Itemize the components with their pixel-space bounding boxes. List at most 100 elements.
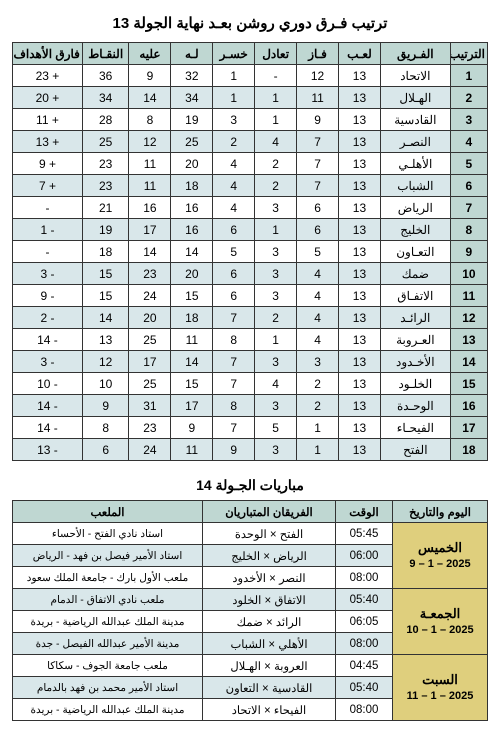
standings-row: 18الفتح1313911246- 13: [13, 439, 488, 461]
fixtures-table: اليوم والتاريخالوقتالفريقان المتباريانال…: [12, 500, 488, 721]
fixture-time: 08:00: [336, 567, 393, 589]
standings-row: 6الشباب13724181123+ 7: [13, 175, 488, 197]
fixture-venue: ملعب نادي الاتفاق - الدمام: [13, 589, 203, 611]
stat-cell: 13: [339, 131, 381, 153]
stat-cell: + 9: [13, 153, 83, 175]
standings-header-against: عليه: [129, 43, 171, 65]
stat-cell: 17: [129, 351, 171, 373]
team-cell: الشباب: [380, 175, 450, 197]
stat-cell: 13: [339, 197, 381, 219]
fixture-match: القادسية × التعاون: [203, 677, 336, 699]
stat-cell: 4: [213, 175, 255, 197]
stat-cell: 3: [255, 263, 297, 285]
fixture-venue: مدينة الملك عبدالله الرياضية - بريدة: [13, 699, 203, 721]
stat-cell: 14: [129, 87, 171, 109]
stat-cell: 23: [129, 417, 171, 439]
standings-row: 1الاتحاد1312-132936+ 23: [13, 65, 488, 87]
fixtures-header-venue: الملعب: [13, 501, 203, 523]
stat-cell: 4: [297, 307, 339, 329]
stat-cell: 19: [171, 109, 213, 131]
stat-cell: 11: [171, 329, 213, 351]
stat-cell: 1: [297, 439, 339, 461]
fixture-time: 08:00: [336, 633, 393, 655]
stat-cell: 3: [213, 109, 255, 131]
team-cell: الفيحـاء: [380, 417, 450, 439]
rank-cell: 10: [450, 263, 487, 285]
stat-cell: 23: [129, 263, 171, 285]
stat-cell: 9: [171, 417, 213, 439]
stat-cell: + 11: [13, 109, 83, 131]
stat-cell: 20: [129, 307, 171, 329]
fixture-day-cell: الخميس9 – 1 – 2025: [393, 523, 488, 589]
stat-cell: 4: [297, 329, 339, 351]
stat-cell: 1: [213, 65, 255, 87]
stat-cell: 16: [129, 197, 171, 219]
team-cell: الاتفـاق: [380, 285, 450, 307]
rank-cell: 2: [450, 87, 487, 109]
fixture-time: 06:05: [336, 611, 393, 633]
stat-cell: 19: [82, 219, 129, 241]
stat-cell: 6: [82, 439, 129, 461]
stat-cell: 15: [82, 263, 129, 285]
stat-cell: - 13: [13, 439, 83, 461]
fixture-match: الفيحاء × الاتحاد: [203, 699, 336, 721]
standings-row: 3القادسية1391319828+ 11: [13, 109, 488, 131]
stat-cell: 3: [255, 197, 297, 219]
fixtures-title: مباريات الجـولة 14: [12, 477, 488, 494]
stat-cell: 13: [339, 175, 381, 197]
stat-cell: 24: [129, 439, 171, 461]
team-cell: الاتحاد: [380, 65, 450, 87]
stat-cell: 13: [339, 65, 381, 87]
fixture-match: الرياض × الخليج: [203, 545, 336, 567]
rank-cell: 18: [450, 439, 487, 461]
rank-cell: 1: [450, 65, 487, 87]
stat-cell: 13: [339, 263, 381, 285]
stat-cell: 2: [255, 307, 297, 329]
fixture-venue: ملعب جامعة الجوف - سكاكا: [13, 655, 203, 677]
stat-cell: -: [13, 197, 83, 219]
fixture-time: 08:00: [336, 699, 393, 721]
stat-cell: 32: [171, 65, 213, 87]
stat-cell: - 14: [13, 417, 83, 439]
stat-cell: 13: [339, 219, 381, 241]
stat-cell: 14: [82, 307, 129, 329]
rank-cell: 9: [450, 241, 487, 263]
stat-cell: 13: [339, 153, 381, 175]
fixtures-header-day: اليوم والتاريخ: [393, 501, 488, 523]
team-cell: الوحـدة: [380, 395, 450, 417]
stat-cell: 6: [297, 197, 339, 219]
fixture-venue: مدينة الملك عبدالله الرياضية - بريدة: [13, 611, 203, 633]
team-cell: الهـلال: [380, 87, 450, 109]
stat-cell: 8: [82, 417, 129, 439]
fixture-day-date: 11 – 1 – 2025: [395, 689, 485, 704]
stat-cell: 13: [339, 417, 381, 439]
fixture-time: 05:40: [336, 589, 393, 611]
stat-cell: 7: [297, 175, 339, 197]
stat-cell: 16: [171, 197, 213, 219]
stat-cell: 13: [339, 373, 381, 395]
standings-row: 12الرائـد13427182014- 2: [13, 307, 488, 329]
stat-cell: 20: [171, 263, 213, 285]
stat-cell: - 9: [13, 285, 83, 307]
standings-row: 7الرياض13634161621-: [13, 197, 488, 219]
stat-cell: 7: [213, 307, 255, 329]
fixture-row: الجمعـة10 – 1 – 202505:40الاتفاق × الخلو…: [13, 589, 488, 611]
rank-cell: 6: [450, 175, 487, 197]
stat-cell: 7: [213, 373, 255, 395]
stat-cell: 24: [129, 285, 171, 307]
fixture-day-cell: السبت11 – 1 – 2025: [393, 655, 488, 721]
fixture-time: 05:45: [336, 523, 393, 545]
stat-cell: 2: [255, 175, 297, 197]
stat-cell: 18: [171, 307, 213, 329]
stat-cell: - 3: [13, 351, 83, 373]
stat-cell: 18: [82, 241, 129, 263]
rank-cell: 14: [450, 351, 487, 373]
stat-cell: 34: [82, 87, 129, 109]
page-title: ترتيب فـرق دوري روشن بعـد نهاية الجولة 1…: [12, 14, 488, 32]
stat-cell: 13: [82, 329, 129, 351]
stat-cell: 28: [82, 109, 129, 131]
standings-row: 11الاتفـاق13436152415- 9: [13, 285, 488, 307]
fixture-venue: مدينة الأمير عبدالله الفيصل - جدة: [13, 633, 203, 655]
standings-row: 15الخلـود13247152510- 10: [13, 373, 488, 395]
stat-cell: 13: [339, 87, 381, 109]
